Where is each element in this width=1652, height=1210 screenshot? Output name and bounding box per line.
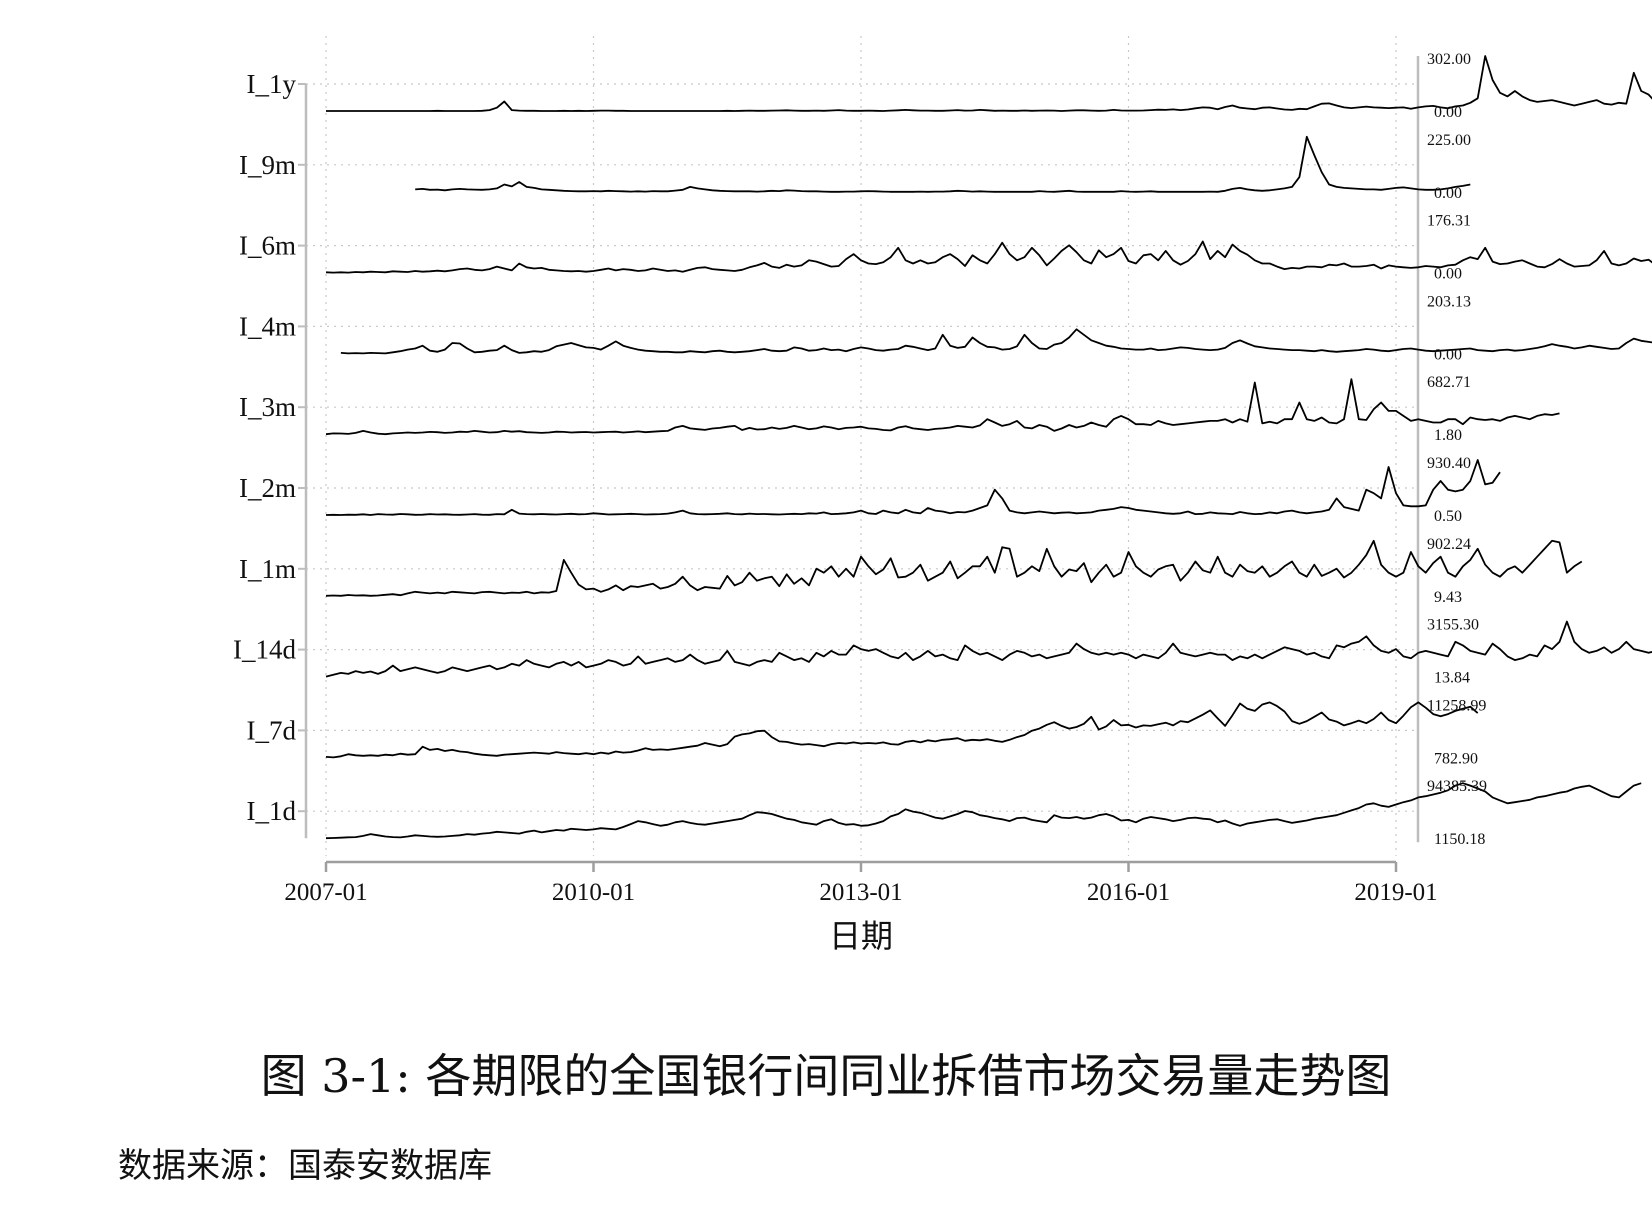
row-label-I_9m: I_9m	[239, 150, 296, 180]
row-min-label: 0.00	[1434, 185, 1462, 202]
row-min-label: 1.80	[1434, 427, 1462, 444]
series-line-I_14d	[325, 620, 1652, 678]
series-line-I_3m	[325, 378, 1560, 436]
chart: 2007-01 2010-01 2013-01 2016-01 2019-01 日期 I_1…	[233, 36, 1652, 955]
figure-caption: 图 3-1: 各期限的全国银行间同业拆借市场交易量走势图	[260, 1049, 1392, 1103]
labels: 2007-01 2010-01 2013-01 2016-01 2019-01 日期 I_1…	[233, 51, 1487, 955]
series-line-I_1m	[325, 539, 1583, 597]
row-max-label: 11258.99	[1427, 697, 1486, 714]
series-line-I_2m	[325, 459, 1501, 516]
row-label-I_3m: I_3m	[239, 392, 296, 422]
row-max-label: 902.24	[1427, 536, 1471, 553]
row-max-label: 176.31	[1427, 213, 1471, 230]
series-line-I_7d	[325, 701, 1479, 759]
row-max-label: 930.40	[1427, 455, 1471, 472]
row-label-I_7d: I_7d	[247, 715, 297, 745]
series-line-I_4m	[340, 328, 1652, 355]
row-min-label: 9.43	[1434, 589, 1462, 606]
x-tick-label: 2019-01	[1354, 879, 1437, 906]
row-max-label: 682.71	[1427, 374, 1471, 391]
row-min-label: 0.00	[1434, 346, 1462, 363]
row-min-label: 0.00	[1434, 104, 1462, 121]
row-max-label: 302.00	[1427, 51, 1471, 68]
row-label-I_14d: I_14d	[233, 635, 296, 665]
series-line-I_1d	[325, 782, 1642, 840]
series-line-I_1y	[326, 55, 1652, 112]
series-line-I_6m	[325, 240, 1652, 274]
data-source-note: 数据来源：国泰安数据库	[118, 1146, 492, 1186]
row-label-I_1y: I_1y	[247, 69, 297, 99]
row-min-label: 0.50	[1434, 508, 1462, 525]
x-axis-label: 日期	[829, 917, 893, 955]
row-min-label: 13.84	[1434, 670, 1470, 687]
row-min-label: 1150.18	[1434, 831, 1485, 848]
axes	[298, 56, 1420, 872]
series-lines	[325, 55, 1652, 840]
row-label-I_6m: I_6m	[239, 231, 296, 261]
row-max-label: 94385.39	[1427, 778, 1487, 795]
row-label-I_4m: I_4m	[239, 311, 296, 341]
row-min-label: 782.90	[1434, 750, 1478, 767]
x-tick-label: 2013-01	[819, 879, 902, 906]
x-tick-label: 2007-01	[284, 879, 367, 906]
row-max-label: 203.13	[1427, 293, 1471, 310]
row-max-label: 3155.30	[1427, 617, 1479, 634]
grid	[306, 36, 1418, 856]
row-min-label: 0.00	[1434, 266, 1462, 283]
x-tick-label: 2016-01	[1087, 879, 1170, 906]
row-label-I_1m: I_1m	[239, 554, 296, 584]
series-line-I_9m	[415, 135, 1471, 193]
row-label-I_1d: I_1d	[247, 796, 297, 826]
row-label-I_2m: I_2m	[239, 473, 296, 503]
x-tick-label: 2010-01	[552, 879, 635, 906]
row-max-label: 225.00	[1427, 132, 1471, 149]
